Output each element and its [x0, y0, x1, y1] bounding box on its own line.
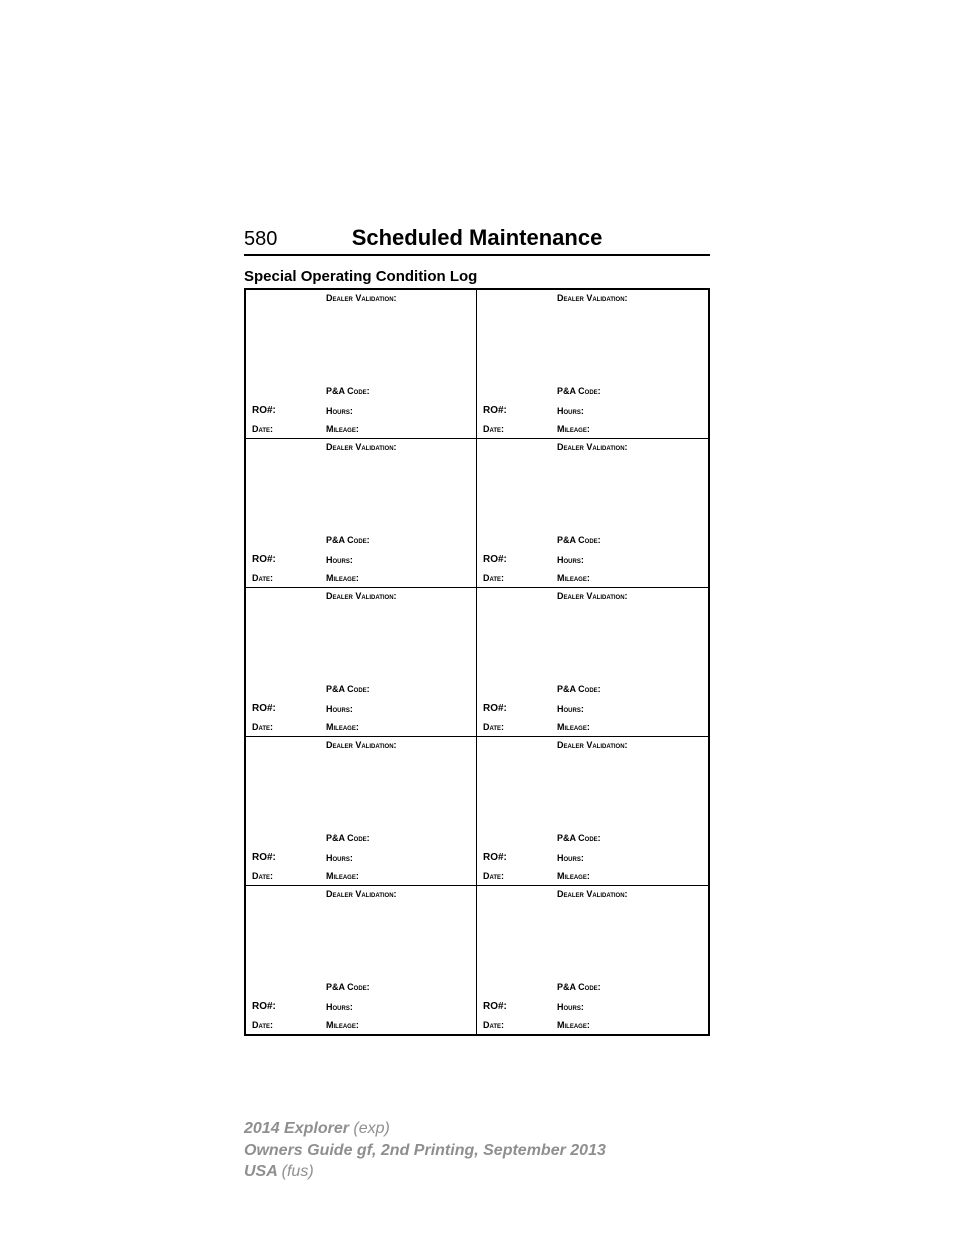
mileage-label: Mileage: [326, 1020, 359, 1030]
dealer-validation-label: Dealer Validation: [326, 591, 397, 601]
dealer-validation-label: Dealer Validation: [326, 740, 397, 750]
mileage-label: Mileage: [557, 424, 590, 434]
table-row: Dealer Validation: P&A Code: RO#: Hours:… [246, 290, 708, 438]
log-cell: Dealer Validation: P&A Code: RO#: Hours:… [246, 439, 477, 587]
pa-code-label: P&A Code: [557, 535, 601, 545]
ro-label: RO#: [483, 405, 507, 416]
table-row: Dealer Validation: P&A Code: RO#: Hours:… [246, 587, 708, 736]
footer-line-3: USA (fus) [244, 1161, 606, 1183]
date-label: Date: [252, 722, 273, 732]
date-label: Date: [483, 722, 504, 732]
mileage-label: Mileage: [557, 1020, 590, 1030]
mileage-label: Mileage: [326, 871, 359, 881]
date-label: Date: [483, 1020, 504, 1030]
ro-label: RO#: [483, 1001, 507, 1012]
date-label: Date: [252, 424, 273, 434]
hours-label: Hours: [557, 406, 584, 416]
hours-label: Hours: [557, 1002, 584, 1012]
log-cell: Dealer Validation: P&A Code: RO#: Hours:… [246, 886, 477, 1034]
hours-label: Hours: [557, 704, 584, 714]
pa-code-label: P&A Code: [326, 982, 370, 992]
hours-label: Hours: [326, 555, 353, 565]
ro-label: RO#: [252, 405, 276, 416]
date-label: Date: [252, 573, 273, 583]
hours-label: Hours: [326, 853, 353, 863]
hours-label: Hours: [557, 853, 584, 863]
log-table: Dealer Validation: P&A Code: RO#: Hours:… [244, 288, 710, 1036]
page: 580 Scheduled Maintenance Special Operat… [0, 0, 954, 1235]
ro-label: RO#: [252, 1001, 276, 1012]
footer-line-1: 2014 Explorer (exp) [244, 1118, 606, 1140]
dealer-validation-label: Dealer Validation: [557, 293, 628, 303]
dealer-validation-label: Dealer Validation: [557, 889, 628, 899]
dealer-validation-label: Dealer Validation: [557, 740, 628, 750]
pa-code-label: P&A Code: [557, 833, 601, 843]
mileage-label: Mileage: [326, 424, 359, 434]
log-cell: Dealer Validation: P&A Code: RO#: Hours:… [477, 439, 708, 587]
section-subheading: Special Operating Condition Log [244, 268, 477, 285]
dealer-validation-label: Dealer Validation: [557, 591, 628, 601]
pa-code-label: P&A Code: [326, 833, 370, 843]
table-row: Dealer Validation: P&A Code: RO#: Hours:… [246, 438, 708, 587]
date-label: Date: [483, 424, 504, 434]
page-number: 580 [244, 228, 277, 251]
footer-paren-2: (fus) [282, 1163, 314, 1180]
page-footer: 2014 Explorer (exp) Owners Guide gf, 2nd… [244, 1118, 606, 1183]
hours-label: Hours: [326, 704, 353, 714]
log-cell: Dealer Validation: P&A Code: RO#: Hours:… [246, 290, 477, 438]
mileage-label: Mileage: [557, 871, 590, 881]
ro-label: RO#: [483, 554, 507, 565]
table-row: Dealer Validation: P&A Code: RO#: Hours:… [246, 885, 708, 1034]
pa-code-label: P&A Code: [326, 535, 370, 545]
footer-paren-1: (exp) [353, 1120, 389, 1137]
ro-label: RO#: [252, 554, 276, 565]
dealer-validation-label: Dealer Validation: [326, 889, 397, 899]
ro-label: RO#: [483, 852, 507, 863]
date-label: Date: [252, 871, 273, 881]
date-label: Date: [483, 573, 504, 583]
hours-label: Hours: [326, 1002, 353, 1012]
footer-line-2: Owners Guide gf, 2nd Printing, September… [244, 1140, 606, 1162]
date-label: Date: [483, 871, 504, 881]
ro-label: RO#: [252, 703, 276, 714]
footer-region: USA [244, 1163, 277, 1180]
date-label: Date: [252, 1020, 273, 1030]
pa-code-label: P&A Code: [326, 684, 370, 694]
pa-code-label: P&A Code: [557, 982, 601, 992]
mileage-label: Mileage: [326, 573, 359, 583]
dealer-validation-label: Dealer Validation: [557, 442, 628, 452]
log-cell: Dealer Validation: P&A Code: RO#: Hours:… [477, 737, 708, 885]
hours-label: Hours: [326, 406, 353, 416]
mileage-label: Mileage: [557, 573, 590, 583]
ro-label: RO#: [252, 852, 276, 863]
pa-code-label: P&A Code: [557, 684, 601, 694]
ro-label: RO#: [483, 703, 507, 714]
dealer-validation-label: Dealer Validation: [326, 293, 397, 303]
log-cell: Dealer Validation: P&A Code: RO#: Hours:… [477, 886, 708, 1034]
mileage-label: Mileage: [326, 722, 359, 732]
mileage-label: Mileage: [557, 722, 590, 732]
footer-model: 2014 Explorer [244, 1120, 349, 1137]
dealer-validation-label: Dealer Validation: [326, 442, 397, 452]
pa-code-label: P&A Code: [557, 386, 601, 396]
page-header: 580 Scheduled Maintenance [244, 228, 710, 256]
table-row: Dealer Validation: P&A Code: RO#: Hours:… [246, 736, 708, 885]
page-title: Scheduled Maintenance [352, 225, 603, 251]
pa-code-label: P&A Code: [326, 386, 370, 396]
log-cell: Dealer Validation: P&A Code: RO#: Hours:… [477, 290, 708, 438]
log-cell: Dealer Validation: P&A Code: RO#: Hours:… [246, 588, 477, 736]
log-cell: Dealer Validation: P&A Code: RO#: Hours:… [246, 737, 477, 885]
log-cell: Dealer Validation: P&A Code: RO#: Hours:… [477, 588, 708, 736]
hours-label: Hours: [557, 555, 584, 565]
